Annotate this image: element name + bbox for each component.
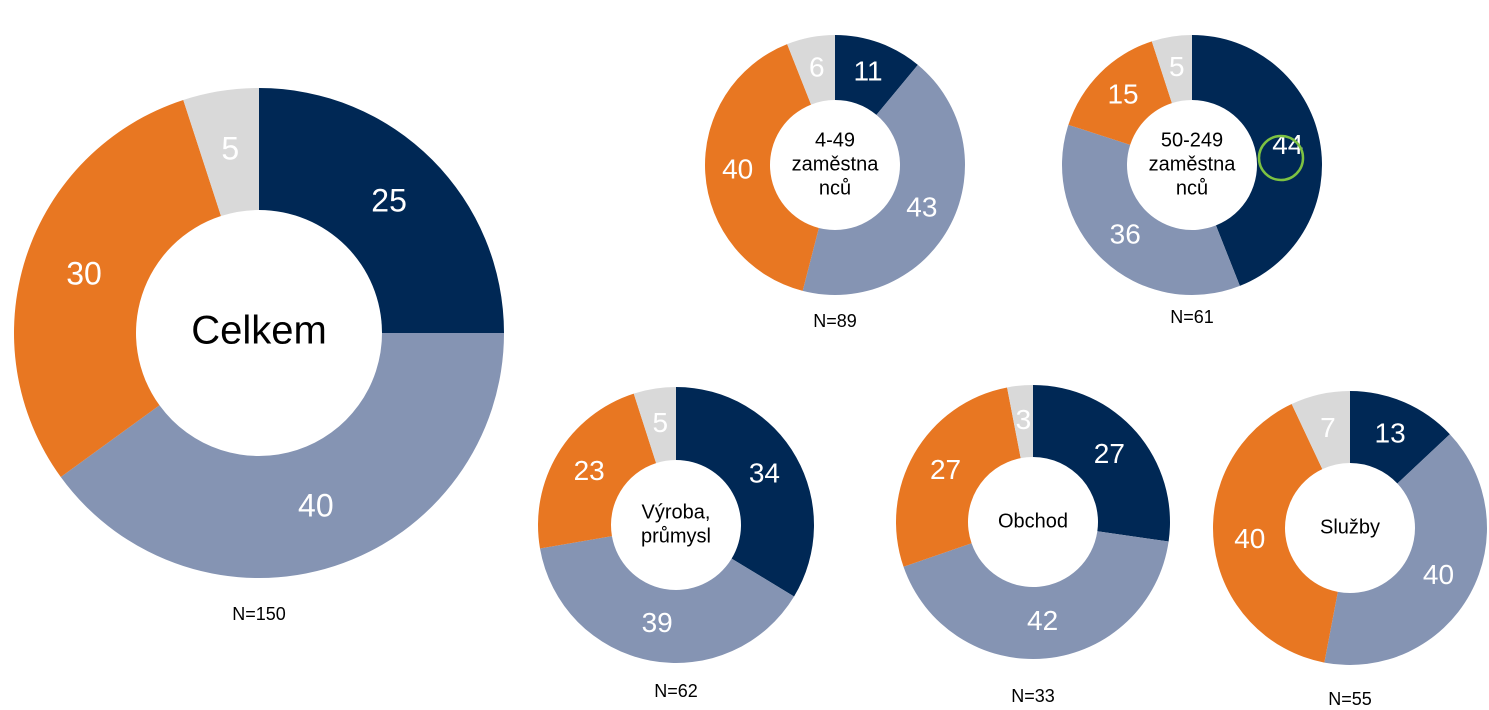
data-label: 3 [1016, 404, 1032, 435]
donut-segment [60, 333, 505, 578]
donut-segment [802, 64, 966, 295]
data-label: 36 [1110, 218, 1141, 249]
donut-segment [540, 536, 795, 664]
data-label: 25 [371, 182, 407, 218]
donut-segment [705, 44, 819, 291]
donut-chart: 13 40 40 7 Služby N=55 [1212, 391, 1487, 709]
donut-segment [538, 393, 657, 549]
donut-segment [183, 88, 259, 217]
data-label: 40 [722, 154, 753, 185]
data-label: 40 [298, 487, 334, 523]
sample-size: N=61 [1170, 307, 1214, 327]
donut-segment [1291, 391, 1350, 470]
data-label: 13 [1375, 418, 1406, 449]
sample-size: N=62 [654, 681, 698, 701]
data-label: 6 [809, 52, 825, 83]
donut-chart: 27 42 27 3 Obchod N=33 [896, 385, 1170, 706]
center-label: Výroba, [642, 501, 711, 523]
center-label: průmysl [641, 525, 711, 547]
data-label: 42 [1027, 605, 1058, 636]
center-label: zaměstna [1149, 153, 1237, 175]
data-label: 27 [930, 454, 961, 485]
data-label: 30 [66, 256, 102, 292]
highlight-circle [1257, 134, 1305, 182]
donut-segment [903, 531, 1169, 659]
donut-segment [835, 35, 918, 115]
donut-segment [1062, 124, 1240, 296]
center-label: nců [819, 177, 851, 199]
data-label: 40 [1234, 523, 1265, 554]
sample-size: N=33 [1011, 686, 1055, 706]
data-label: 11 [853, 56, 882, 87]
center-label: nců [1176, 177, 1208, 199]
donut-segment [13, 99, 221, 478]
donut-segment [1212, 404, 1338, 663]
data-label: 40 [1423, 559, 1454, 590]
donut-segment [259, 88, 504, 333]
center-label: zaměstna [792, 153, 880, 175]
donut-segment [1033, 385, 1170, 542]
data-label: 34 [749, 458, 780, 489]
donut-chart: 25 40 30 5 Celkem N=150 [13, 88, 505, 624]
donut-segment [676, 387, 815, 597]
donut-segment [633, 387, 676, 464]
donut-segment [1068, 41, 1172, 145]
donut-segment [787, 35, 835, 105]
data-label: 5 [221, 131, 239, 167]
sample-size: N=55 [1328, 689, 1372, 709]
data-label: 27 [1094, 438, 1125, 469]
donut-segment [896, 387, 1021, 567]
center-label: 50-249 [1161, 129, 1223, 151]
center-label: 4-49 [815, 129, 855, 151]
donut-segment [1192, 35, 1322, 286]
donut-segment [1350, 391, 1450, 484]
data-label: 43 [906, 192, 937, 223]
data-label: 39 [642, 607, 673, 638]
data-label: 5 [652, 407, 668, 438]
donut-segment [1007, 385, 1033, 459]
sample-size: N=150 [232, 604, 286, 624]
data-label: 7 [1320, 412, 1336, 443]
donut-chart: 34 39 23 5 Výroba,průmysl N=62 [538, 387, 815, 701]
data-label: 15 [1107, 78, 1138, 109]
donut-segment [1324, 434, 1487, 665]
donut-segment [1151, 35, 1192, 104]
data-label: 23 [574, 455, 605, 486]
center-label: Služby [1320, 516, 1380, 538]
data-label: 5 [1169, 51, 1185, 82]
sample-size: N=89 [813, 311, 857, 331]
center-label: Celkem [191, 309, 327, 353]
center-label: Obchod [998, 510, 1068, 532]
